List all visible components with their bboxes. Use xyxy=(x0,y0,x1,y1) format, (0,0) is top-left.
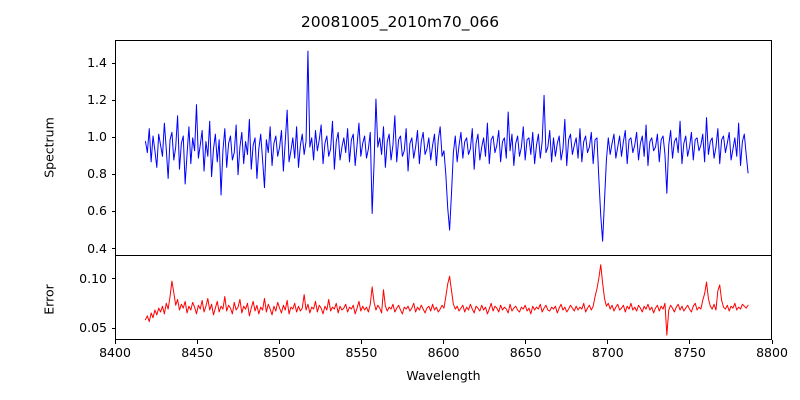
y-tick-label-spectrum: 1.2 xyxy=(87,92,107,108)
chart-title: 20081005_2010m70_066 xyxy=(300,13,500,31)
x-tick-mark xyxy=(607,340,609,344)
y-tick-mark xyxy=(111,278,115,280)
x-tick-label: 8750 xyxy=(673,345,706,360)
x-tick-label: 8450 xyxy=(181,345,214,360)
x-tick-mark xyxy=(689,340,691,344)
y-tick-label-spectrum: 0.8 xyxy=(87,166,107,182)
y-tick-mark xyxy=(111,210,115,213)
error-plot-area xyxy=(144,264,749,336)
x-tick-label: 8650 xyxy=(509,345,542,360)
spectrum-plot-area xyxy=(144,50,749,242)
y-tick-label-error: 0.05 xyxy=(79,320,107,336)
y-tick-mark xyxy=(111,173,115,175)
x-tick-label: 8600 xyxy=(427,345,460,360)
spectrum-panel xyxy=(115,40,772,255)
y-tick-label-error: 0.10 xyxy=(79,270,107,286)
x-tick-label: 8700 xyxy=(591,345,624,360)
x-tick-label: 8800 xyxy=(756,345,788,360)
y-tick-label-spectrum: 0.6 xyxy=(87,203,107,219)
y-tick-mark xyxy=(111,99,115,101)
x-axis-label: Wavelength xyxy=(406,368,481,383)
error-panel xyxy=(115,255,772,340)
x-tick-mark xyxy=(114,340,116,344)
y-tick-label-spectrum: 1.4 xyxy=(87,55,107,71)
y-tick-mark xyxy=(111,136,115,138)
x-tick-label: 8400 xyxy=(99,345,131,360)
y-tick-mark xyxy=(111,327,115,329)
y-axis-label-error: Error xyxy=(41,284,57,315)
spectrum-line xyxy=(144,50,749,242)
error-line xyxy=(144,264,749,336)
y-tick-mark xyxy=(111,62,115,64)
x-tick-mark xyxy=(771,340,773,344)
x-tick-mark xyxy=(443,340,445,344)
x-tick-mark xyxy=(525,340,527,344)
x-tick-mark xyxy=(278,340,280,344)
y-tick-label-spectrum: 1.0 xyxy=(87,129,107,145)
x-tick-label: 8550 xyxy=(345,345,378,360)
y-tick-mark xyxy=(111,248,115,250)
y-axis-label-spectrum: Spectrum xyxy=(41,117,57,178)
x-tick-label: 8500 xyxy=(263,345,296,360)
y-tick-label-spectrum: 0.4 xyxy=(87,240,107,256)
x-tick-mark xyxy=(196,340,198,344)
x-tick-mark xyxy=(360,340,362,344)
